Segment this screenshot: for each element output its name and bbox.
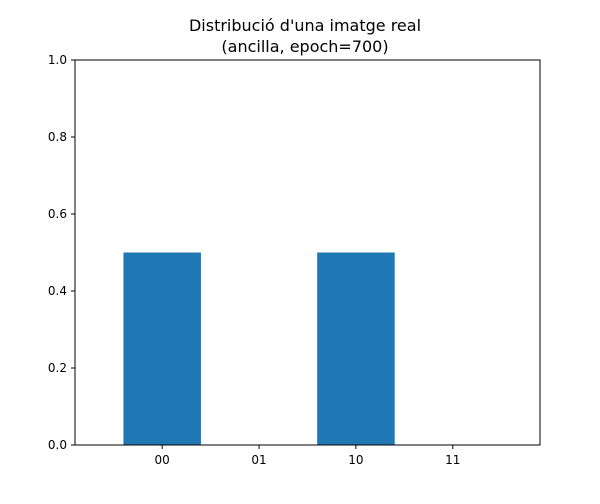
- x-tick-label: 10: [348, 453, 363, 467]
- y-tick-label: 0.2: [48, 361, 67, 375]
- chart-subtitle: (ancilla, epoch=700): [221, 37, 388, 56]
- y-tick-label: 0.4: [48, 284, 67, 298]
- x-tick-label: 01: [251, 453, 266, 467]
- x-tick-label: 00: [155, 453, 170, 467]
- y-tick-label: 0.6: [48, 207, 67, 221]
- bars-layer: [123, 252, 395, 445]
- axes-frame: [74, 59, 541, 446]
- bar-00: [123, 252, 201, 445]
- x-tick-label: 11: [445, 453, 460, 467]
- y-tick-label: 0.0: [48, 438, 67, 452]
- axes-layer: 0.0 0.2 0.4 0.6 0.8 1.0 00 01 10 11: [48, 53, 541, 467]
- y-tick-label: 1.0: [48, 53, 67, 67]
- bar-10: [317, 252, 395, 445]
- y-tick-label: 0.8: [48, 130, 67, 144]
- chart-title: Distribució d'una imatge real: [189, 16, 421, 35]
